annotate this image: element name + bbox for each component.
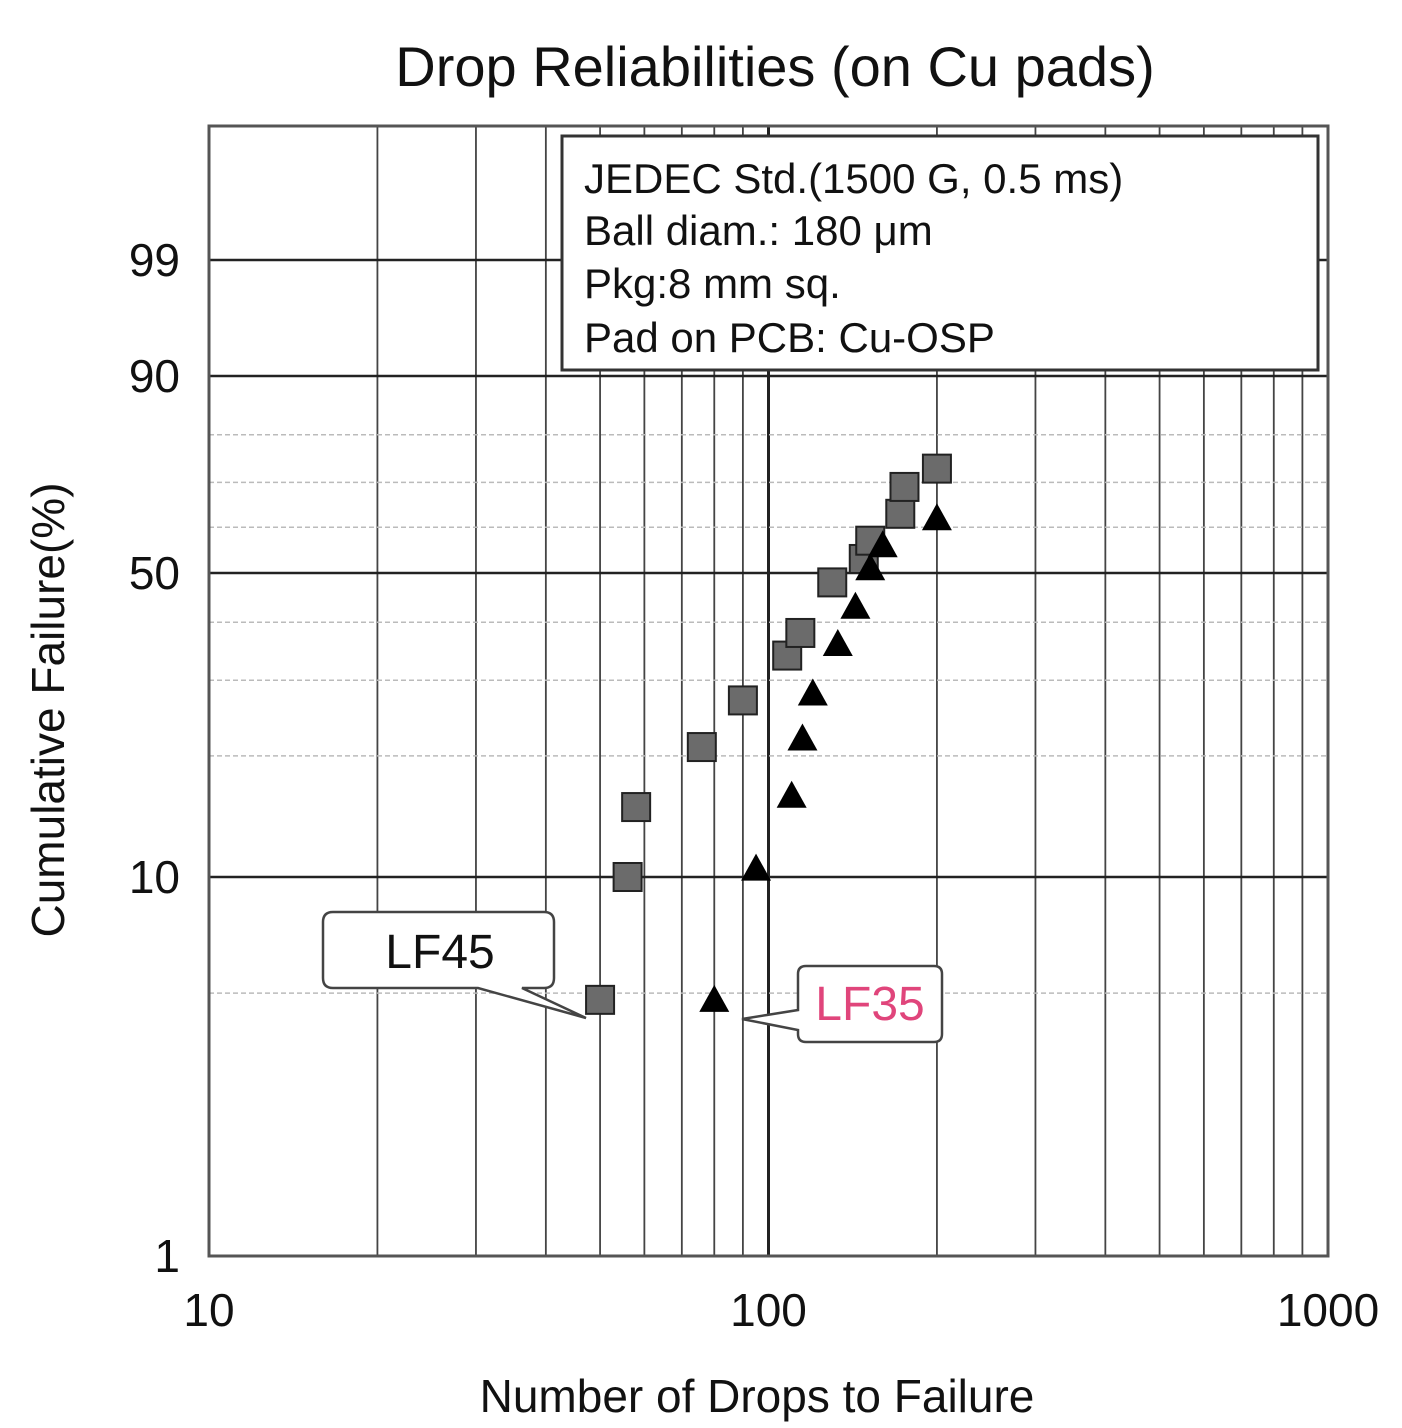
lf45-square-point xyxy=(612,862,643,892)
lf35-triangle-point xyxy=(776,780,807,808)
lf45-square-point xyxy=(585,984,616,1015)
lf45-square-point xyxy=(727,685,758,716)
callout-lf45-bubble xyxy=(321,910,587,1020)
legend-line-4: Pad on PCB: Cu-OSP xyxy=(584,314,995,361)
legend-line-3: Pkg:8 mm sq. xyxy=(584,260,841,307)
callout-lf45: LF45 xyxy=(321,910,587,1020)
lf45-square-point xyxy=(921,453,952,484)
y-tick-labels: 1 10 50 90 99 xyxy=(129,234,180,1282)
legend-frame xyxy=(560,134,1320,372)
legend-line-1: JEDEC Std.(1500 G, 0.5 ms) xyxy=(584,155,1123,202)
y-tick-label: 1 xyxy=(154,1230,180,1282)
y-tick-label: 99 xyxy=(129,234,180,286)
lf45-square-point xyxy=(785,617,816,648)
lf35-triangle-point xyxy=(921,503,952,531)
lf45-square-point xyxy=(621,792,652,823)
lf35-triangle-point xyxy=(855,553,886,581)
lf35-triangle-point xyxy=(797,678,828,706)
y-axis-label: Cumulative Failure(%) xyxy=(22,482,74,937)
lf35-triangle-point xyxy=(867,530,898,558)
callout-lf45-label: LF45 xyxy=(385,926,494,979)
lf35-triangle-point xyxy=(840,591,871,619)
x-tick-label: 10 xyxy=(183,1284,234,1336)
callout-lf35-label: LF35 xyxy=(815,978,924,1031)
lf45-square-point xyxy=(889,471,920,502)
x-tick-labels: 10 100 1000 xyxy=(183,1284,1379,1336)
chart-title: Drop Reliabilities (on Cu pads) xyxy=(395,35,1154,98)
legend-line-2: Ball diam.: 180 μm xyxy=(584,207,933,254)
callout-lf35-bubble xyxy=(741,964,944,1044)
legend-box: JEDEC Std.(1500 G, 0.5 ms) Ball diam.: 1… xyxy=(560,134,1320,372)
y-tick-label: 10 xyxy=(129,851,180,903)
lf35-triangle-point xyxy=(741,853,772,881)
lf35-triangle-point xyxy=(787,723,818,751)
lf35-triangle-point xyxy=(822,629,853,657)
y-tick-label: 50 xyxy=(129,547,180,599)
data-points xyxy=(585,453,952,1015)
lf35-triangle-point xyxy=(699,984,730,1012)
plot-frame xyxy=(207,124,1330,1258)
y-tick-label: 90 xyxy=(129,350,180,402)
x-tick-label: 100 xyxy=(730,1284,807,1336)
lf45-square-point xyxy=(885,498,916,529)
x-axis-label: Number of Drops to Failure xyxy=(480,1370,1035,1422)
lf45-square-point xyxy=(686,732,717,763)
callout-lf35: LF35 xyxy=(741,964,944,1044)
x-tick-label: 1000 xyxy=(1277,1284,1379,1336)
lf45-square-point xyxy=(817,567,848,598)
